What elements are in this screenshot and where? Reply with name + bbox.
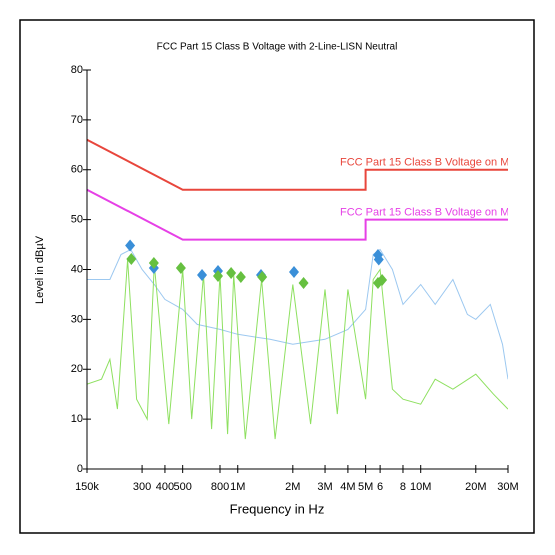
x-tick-label: 20M <box>465 481 486 493</box>
x-tick-label: 400 <box>156 481 174 493</box>
x-tick-label: 30M <box>497 481 518 493</box>
peak-marker <box>226 266 237 279</box>
x-tick-label: 2M <box>285 481 300 493</box>
peak-marker <box>125 239 136 252</box>
y-tick-label: 80 <box>71 64 83 76</box>
x-tick-label: 150k <box>75 481 99 493</box>
x-tick-label: 800 <box>211 481 229 493</box>
peak-marker <box>197 268 208 281</box>
frame <box>19 19 535 534</box>
y-tick-label: 0 <box>77 463 83 475</box>
chart-title: FCC Part 15 Class B Voltage with 2-Line-… <box>157 42 398 53</box>
peak-marker <box>289 265 300 278</box>
peak-marker <box>235 270 246 283</box>
limit-label: FCC Part 15 Class B Voltage on Mains Q <box>340 157 542 169</box>
x-tick-label: 6 <box>377 481 383 493</box>
limit-line <box>87 138 508 191</box>
x-tick-label: 3M <box>317 481 332 493</box>
x-tick-label: 5M <box>358 481 373 493</box>
x-axis-label: Frequency in Hz <box>230 501 325 516</box>
spectrum-line <box>87 248 508 380</box>
y-tick-label: 10 <box>71 413 83 425</box>
y-tick-label: 20 <box>71 363 83 375</box>
y-tick-label: 30 <box>71 313 83 325</box>
limit-line <box>87 188 508 241</box>
x-tick-label: 8 <box>400 481 406 493</box>
x-tick-label: 500 <box>173 481 191 493</box>
x-tick-label: 1M <box>230 481 245 493</box>
y-tick-label: 70 <box>71 114 83 126</box>
x-tick-label: 300 <box>133 481 151 493</box>
y-axis-label: Level in dBµV <box>34 235 46 304</box>
limit-label: FCC Part 15 Class B Voltage on Mains A <box>340 207 540 219</box>
y-tick-label: 60 <box>71 164 83 176</box>
peak-marker <box>175 262 186 275</box>
peak-marker <box>126 253 137 266</box>
y-tick-label: 40 <box>71 263 83 275</box>
axes: 0 10 20 30 40 50 60 70 80 150k 300 400 500 800 1M 2M 3M 4… <box>71 64 519 493</box>
peak-marker <box>298 276 309 289</box>
peak-marker <box>213 269 224 282</box>
y-tick-label: 50 <box>71 214 83 226</box>
peak-marker <box>257 270 268 283</box>
peak-marker <box>373 253 384 266</box>
plot-area: FCC Part 15 Class B Voltage on Mains Q FC… <box>87 138 542 440</box>
x-tick-label: 4M <box>340 481 355 493</box>
peak-marker <box>148 257 159 270</box>
x-tick-label: 10M <box>410 481 431 493</box>
peak-marker <box>377 273 388 286</box>
